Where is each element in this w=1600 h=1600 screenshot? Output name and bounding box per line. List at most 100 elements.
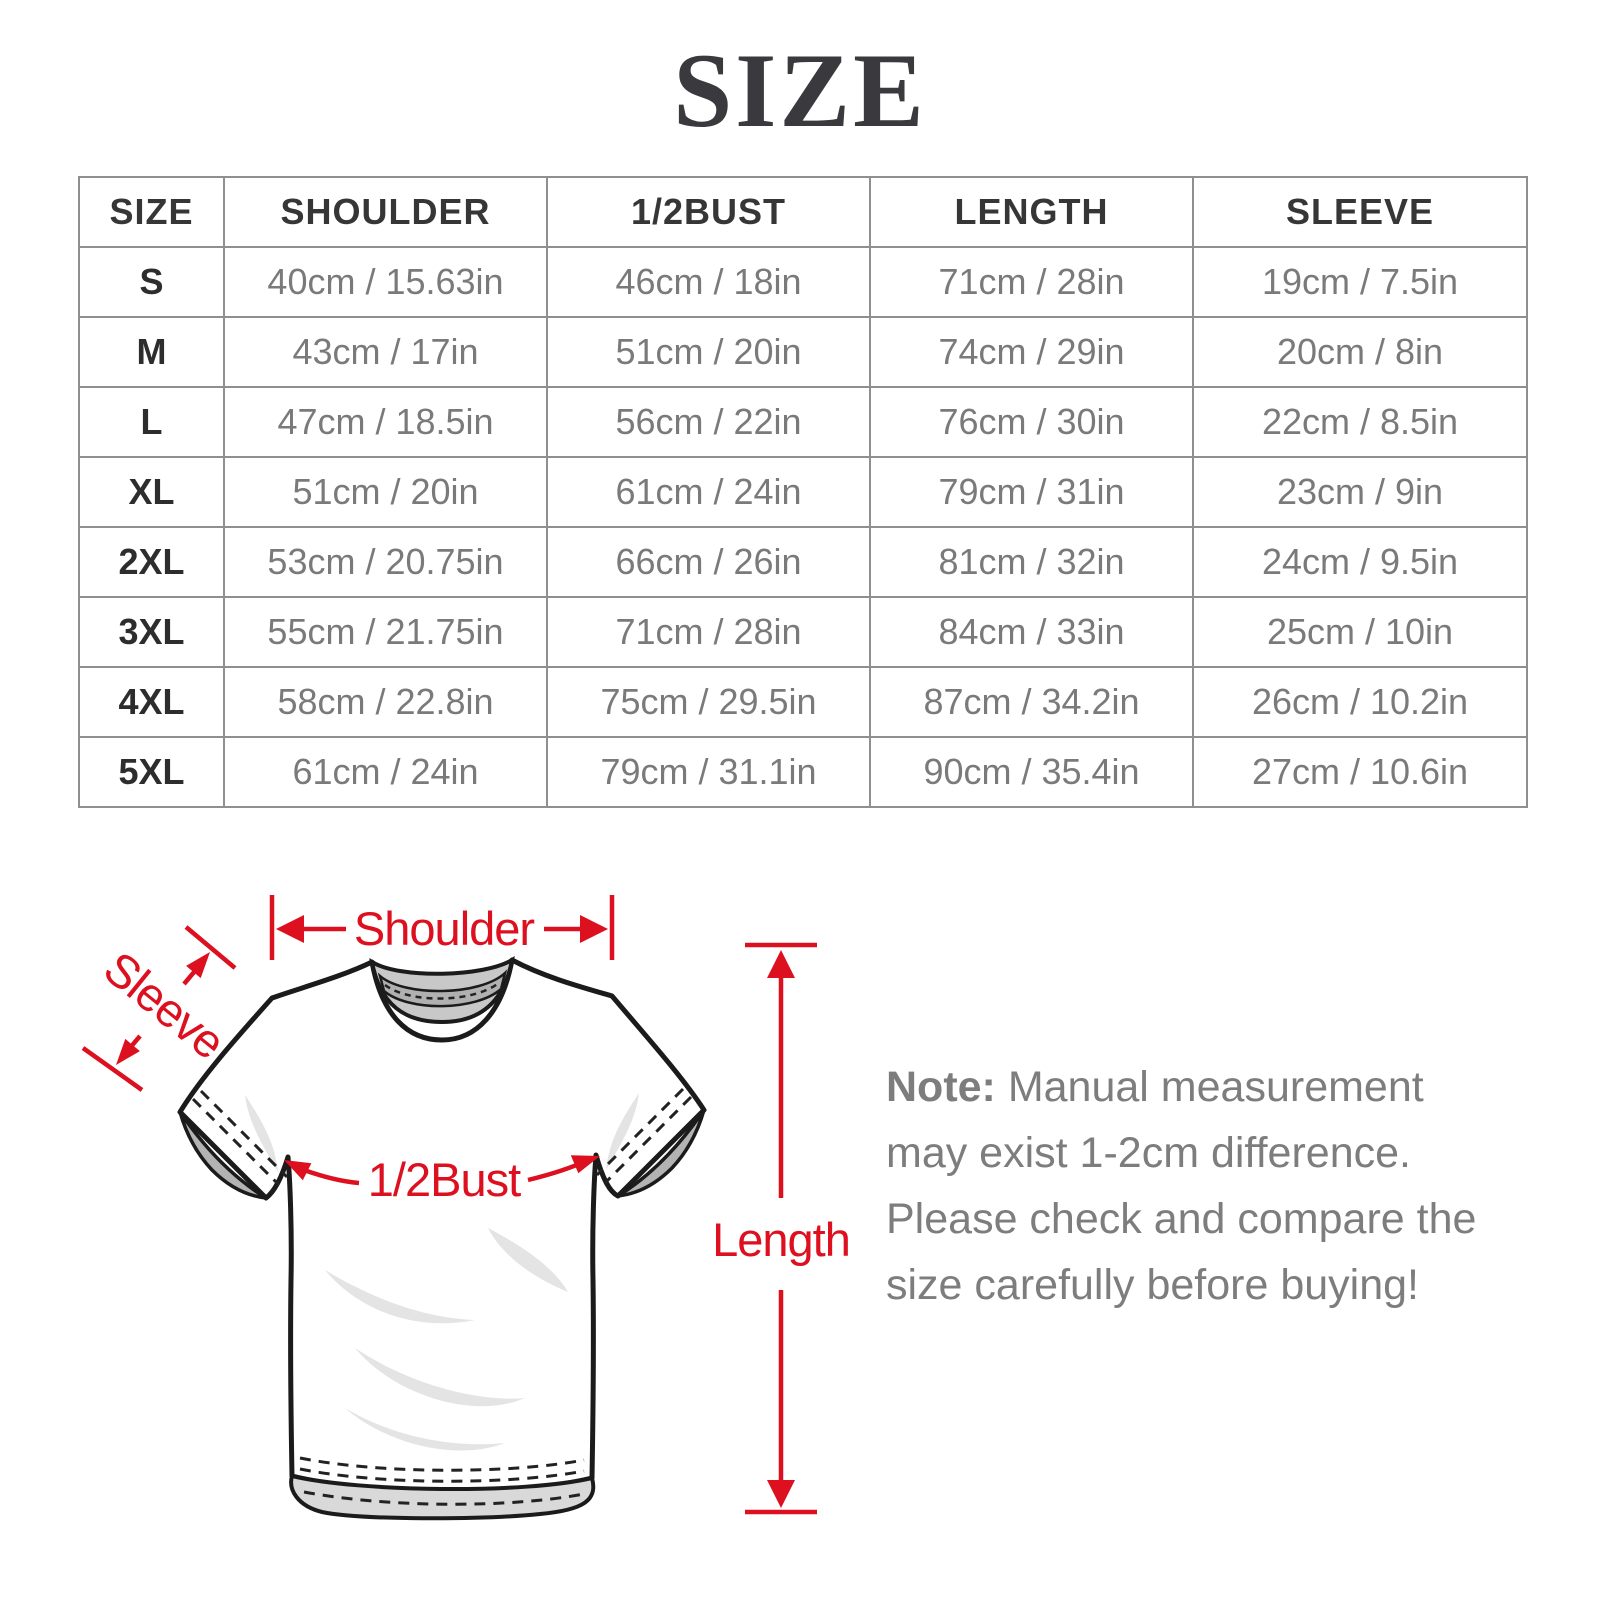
measurement-cell: 19cm / 7.5in: [1192, 246, 1528, 318]
measurement-cell: 51cm / 20in: [223, 456, 548, 528]
measurement-cell: 74cm / 29in: [869, 316, 1194, 388]
measurement-cell: 75cm / 29.5in: [546, 666, 871, 738]
table-row: 3XL 55cm / 21.75in 71cm / 28in 84cm / 33in 2…: [78, 596, 1528, 668]
measurement-diagram: Shoulder Sleeve 1/2Bust Length: [60, 850, 880, 1560]
size-label-cell: L: [78, 386, 225, 458]
bust-label: 1/2Bust: [368, 1153, 521, 1206]
column-header: SLEEVE: [1192, 176, 1528, 248]
collar-tape: [377, 969, 508, 1008]
measurement-cell: 43cm / 17in: [223, 316, 548, 388]
measurement-cell: 71cm / 28in: [546, 596, 871, 668]
arrowhead-left: [284, 1160, 312, 1181]
column-header: SIZE: [78, 176, 225, 248]
right-cuff-inside: [617, 1109, 706, 1198]
table-row: S 40cm / 15.63in 46cm / 18in 71cm / 28in 19c…: [78, 246, 1528, 318]
sleeve-tick-top: [184, 925, 237, 970]
measurement-cell: 71cm / 28in: [869, 246, 1194, 318]
measurement-cell: 56cm / 22in: [546, 386, 871, 458]
size-label-cell: XL: [78, 456, 225, 528]
table-row: 4XL 58cm / 22.8in 75cm / 29.5in 87cm / 34.2…: [78, 666, 1528, 738]
size-label-cell: S: [78, 246, 225, 318]
note-body: Manual measurement may exist 1-2cm diffe…: [886, 1063, 1477, 1309]
left-cuff-stitch: [191, 1097, 281, 1187]
wrinkle-shading: [488, 1228, 568, 1292]
wrinkle-shading: [345, 1408, 505, 1451]
measurement-cell: 79cm / 31.1in: [546, 736, 871, 808]
arrowhead-right: [580, 915, 608, 943]
table-row: 2XL 53cm / 20.75in 66cm / 26in 81cm / 32in 2…: [78, 526, 1528, 598]
collar-stitch: [384, 981, 501, 1000]
arrowhead-left: [276, 915, 304, 943]
size-label-cell: 4XL: [78, 666, 225, 738]
size-label-cell: 5XL: [78, 736, 225, 808]
length-label: Length: [712, 1213, 850, 1266]
wrinkle-shading: [355, 1348, 525, 1407]
measurement-cell: 87cm / 34.2in: [869, 666, 1194, 738]
measurement-cell: 27cm / 10.6in: [1192, 736, 1528, 808]
size-label-cell: 2XL: [78, 526, 225, 598]
sleeve-arrow-line: [182, 963, 202, 986]
measurement-cell: 25cm / 10in: [1192, 596, 1528, 668]
measurement-cell: 61cm / 24in: [223, 736, 548, 808]
arrowhead-down-left: [116, 1038, 140, 1065]
hem-stitch: [299, 1467, 585, 1483]
measurement-cell: 26cm / 10.2in: [1192, 666, 1528, 738]
table-body: S 40cm / 15.63in 46cm / 18in 71cm / 28in 19c…: [78, 246, 1528, 808]
table-row: 5XL 61cm / 24in 79cm / 31.1in 90cm / 35.4in…: [78, 736, 1528, 808]
tshirt-diagram-svg: Shoulder Sleeve 1/2Bust Length: [81, 895, 851, 1521]
wrinkle-shading: [245, 1095, 278, 1172]
measurement-cell: 55cm / 21.75in: [223, 596, 548, 668]
arrowhead-up: [767, 950, 795, 978]
measurement-cell: 46cm / 18in: [546, 246, 871, 318]
measurement-cell: 53cm / 20.75in: [223, 526, 548, 598]
page-title: SIZE: [673, 32, 927, 149]
measurement-cell: 61cm / 24in: [546, 456, 871, 528]
measurement-cell: 24cm / 9.5in: [1192, 526, 1528, 598]
measurement-cell: 23cm / 9in: [1192, 456, 1528, 528]
bust-annotation: 1/2Bust: [284, 1153, 600, 1206]
measurement-cell: 40cm / 15.63in: [223, 246, 548, 318]
right-cuff-stitch: [595, 1087, 685, 1177]
length-annotation: Length: [712, 942, 851, 1515]
column-header: LENGTH: [869, 176, 1194, 248]
hem-band-stitch: [303, 1490, 585, 1506]
left-cuff-stitch: [199, 1089, 289, 1179]
measurement-cell: 20cm / 8in: [1192, 316, 1528, 388]
left-cuff-inside: [178, 1111, 267, 1200]
measurement-cell: 84cm / 33in: [869, 596, 1194, 668]
table-header-row: SIZE SHOULDER 1/2BUST LENGTH SLEEVE: [78, 176, 1528, 248]
arrowhead-right: [570, 1155, 600, 1174]
note-text: Note: Manual measurement may exist 1-2cm…: [886, 1054, 1498, 1318]
shoulder-annotation: Shoulder: [269, 895, 615, 960]
hem-stitch: [299, 1456, 585, 1472]
note-label: Note:: [886, 1063, 996, 1111]
column-header: SHOULDER: [223, 176, 548, 248]
measurement-cell: 51cm / 20in: [546, 316, 871, 388]
right-cuff-stitch: [603, 1095, 693, 1185]
sleeve-label: Sleeve: [94, 941, 234, 1069]
size-table: SIZE SHOULDER 1/2BUST LENGTH SLEEVE S 40cm / …: [78, 176, 1528, 808]
table-row: XL 51cm / 20in 61cm / 24in 79cm / 31in 23cm …: [78, 456, 1528, 528]
shoulder-label: Shoulder: [354, 902, 534, 955]
wrinkle-shading: [325, 1270, 475, 1324]
sleeve-tick-bottom: [81, 1046, 144, 1092]
measurement-cell: 76cm / 30in: [869, 386, 1194, 458]
hem-band: [289, 1473, 596, 1521]
bust-arrow-line: [303, 1167, 360, 1186]
measurement-cell: 22cm / 8.5in: [1192, 386, 1528, 458]
table-row: M 43cm / 17in 51cm / 20in 74cm / 29in 20cm /…: [78, 316, 1528, 388]
table-row: L 47cm / 18.5in 56cm / 22in 76cm / 30in 22cm…: [78, 386, 1528, 458]
column-header: 1/2BUST: [546, 176, 871, 248]
measurement-cell: 66cm / 26in: [546, 526, 871, 598]
measurement-cell: 79cm / 31in: [869, 456, 1194, 528]
tshirt-body-outline: [177, 957, 707, 1495]
measurement-cell: 90cm / 35.4in: [869, 736, 1194, 808]
tshirt-illustration: [177, 955, 707, 1521]
size-label-cell: 3XL: [78, 596, 225, 668]
measurement-cell: 81cm / 32in: [869, 526, 1194, 598]
arrowhead-down: [767, 1480, 795, 1508]
wrinkle-shading: [606, 1093, 639, 1170]
measurement-cell: 47cm / 18.5in: [223, 386, 548, 458]
size-label-cell: M: [78, 316, 225, 388]
measurement-cell: 58cm / 22.8in: [223, 666, 548, 738]
